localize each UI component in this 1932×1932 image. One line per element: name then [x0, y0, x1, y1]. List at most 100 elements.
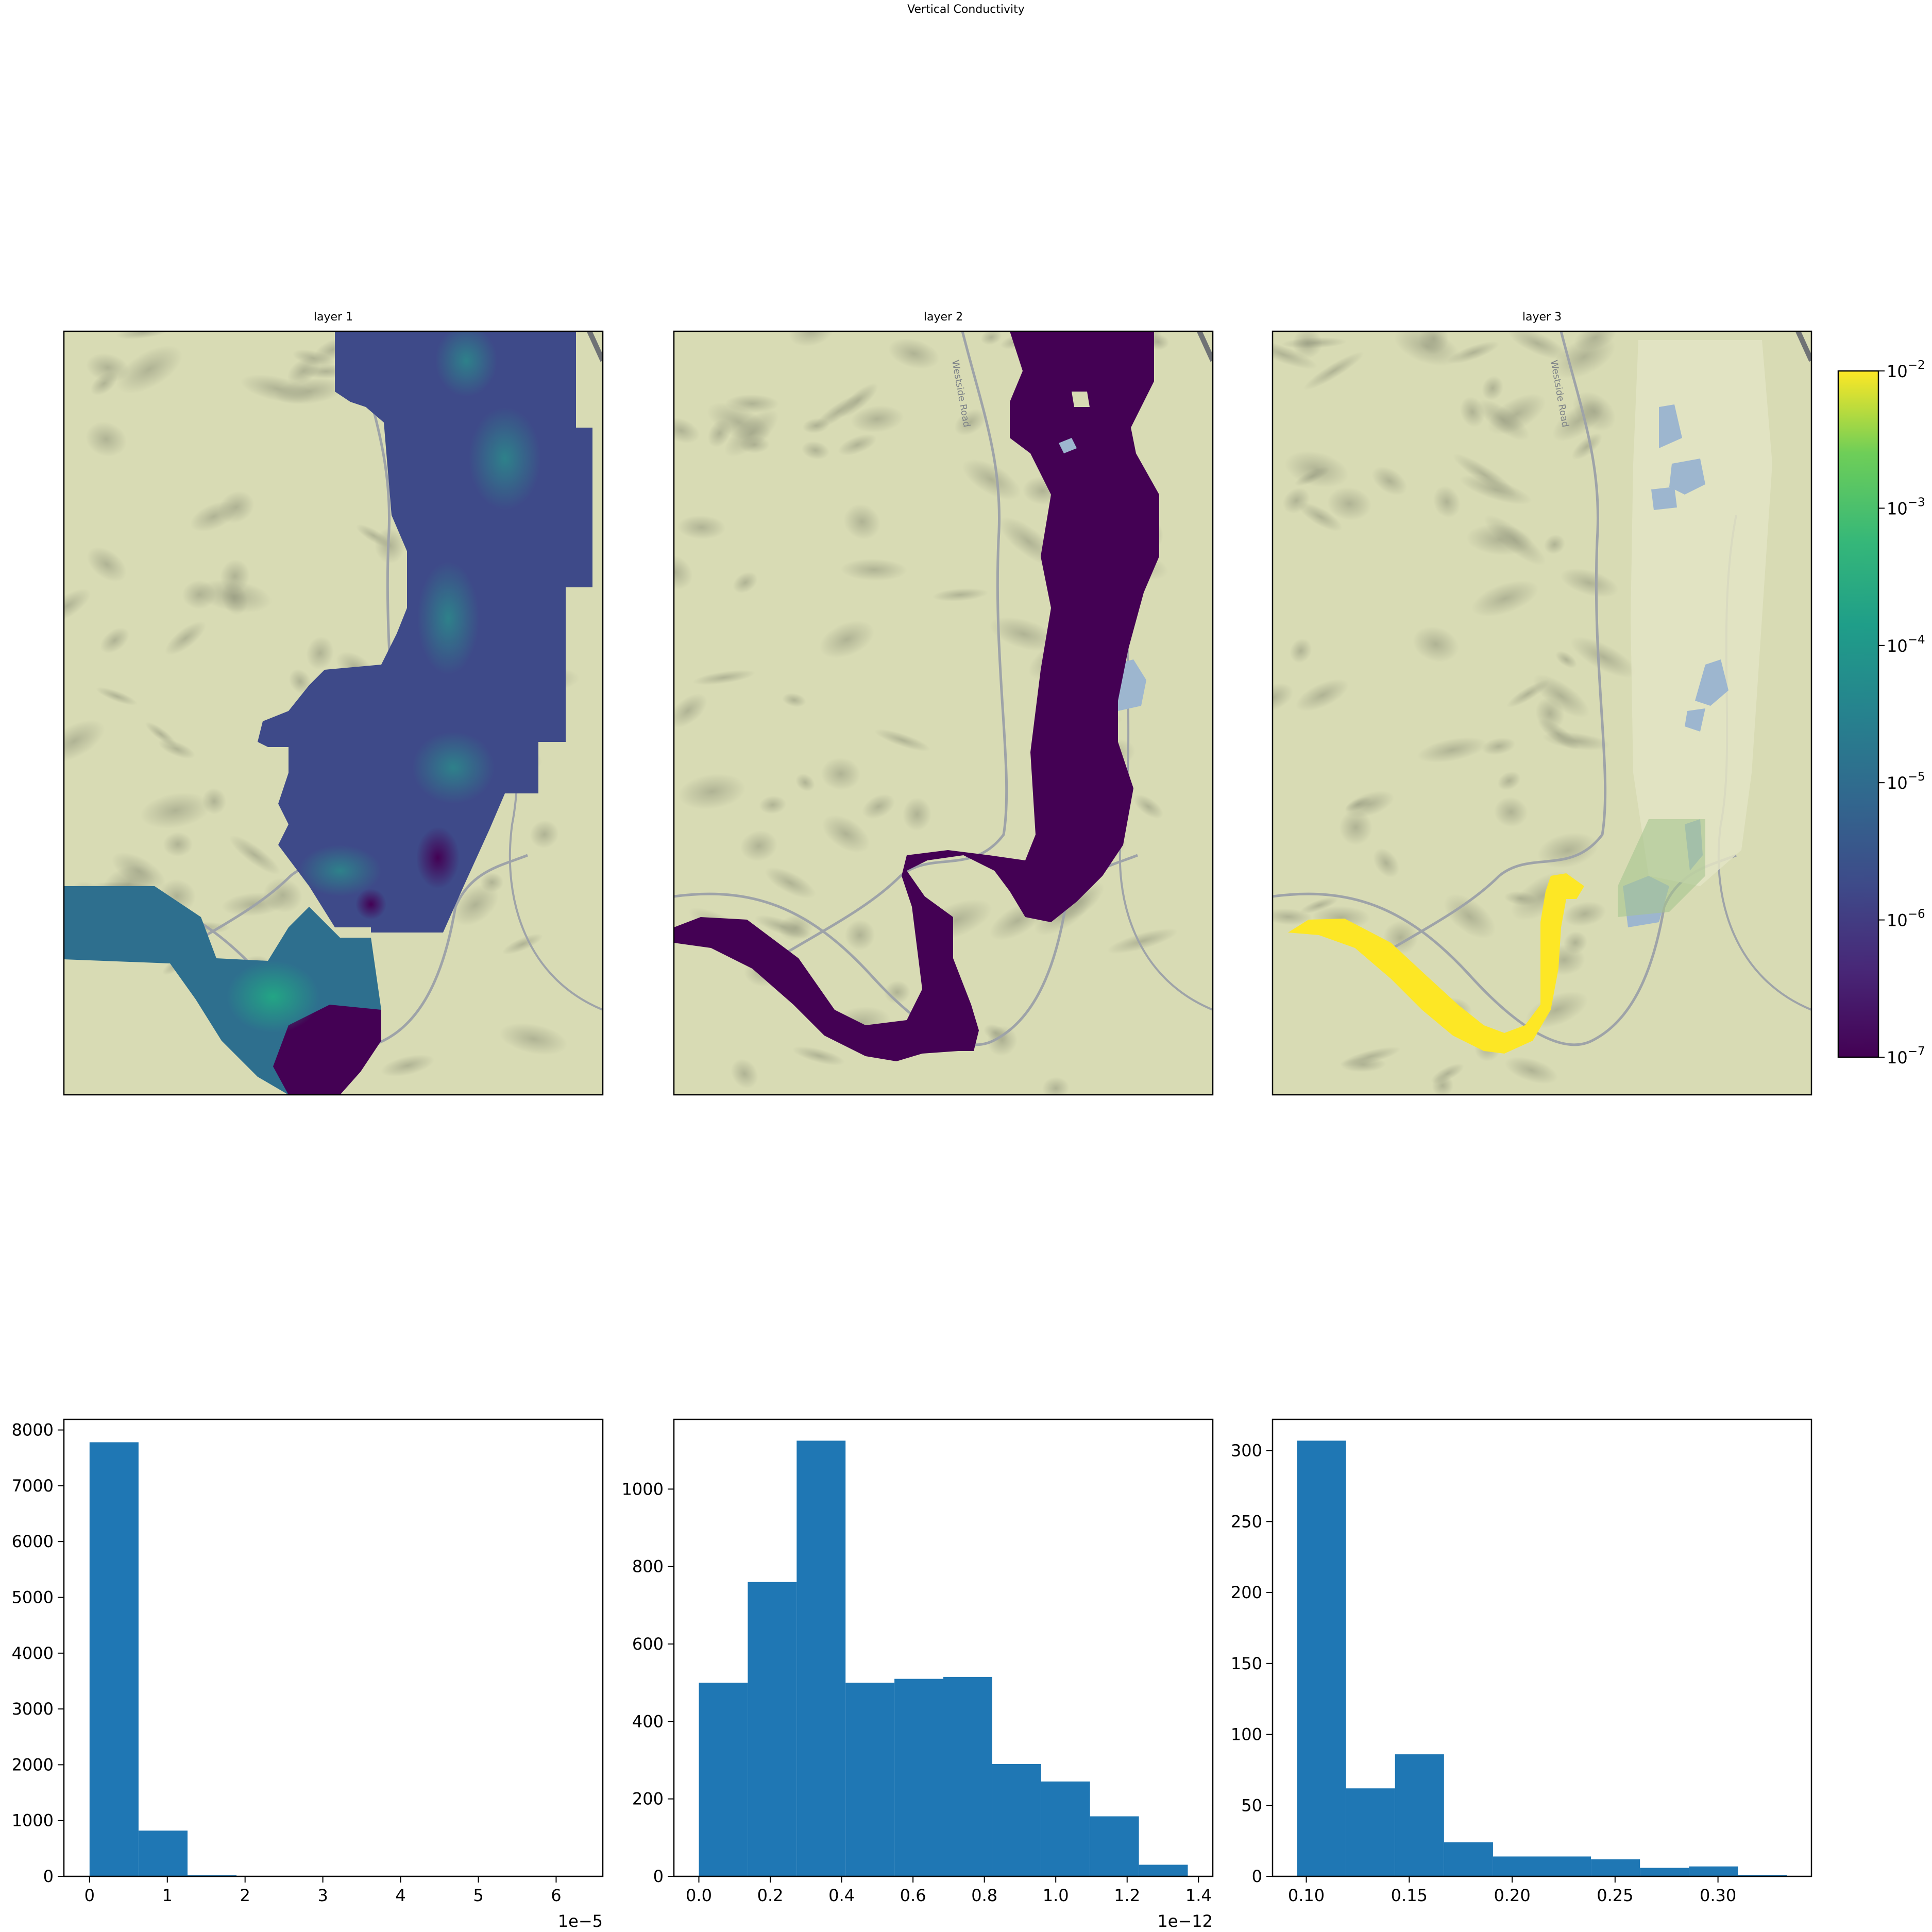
map-layer-3: Westside Road: [1273, 331, 1811, 1095]
hillshade-ridge: [1482, 737, 1516, 755]
hillshade-ridge: [795, 773, 815, 792]
hillshade-ridge: [1300, 896, 1338, 914]
hillshade-ridge: [731, 1059, 758, 1089]
hillshade-ridge: [1341, 1057, 1386, 1073]
hillshade-ridge: [1413, 626, 1459, 663]
histogram-bar: [1689, 1866, 1738, 1876]
hillshade-ridge: [530, 820, 559, 849]
hillshade-ridge: [1507, 331, 1568, 360]
hillshade-ridge: [1417, 737, 1487, 763]
hillshade-ridge: [792, 1046, 845, 1065]
road: [776, 331, 1008, 960]
colorbar-frame: [1837, 370, 1879, 1058]
hillshade-ridge: [1433, 486, 1461, 518]
colorbar-tick-label: 10−2: [1887, 359, 1925, 381]
histogram-bar: [1738, 1875, 1787, 1876]
histogram-bar: [1395, 1754, 1444, 1876]
hillshade-ridge: [888, 338, 940, 369]
hillshade-ridge: [954, 409, 987, 436]
hillshade-ridge: [962, 459, 1021, 500]
hillshade-ridge: [1460, 396, 1485, 428]
wetland-layer-3: [1618, 819, 1705, 917]
hillshade-ridge: [1042, 1077, 1070, 1095]
hillshade-ridge: [1444, 894, 1496, 939]
hillshade-ridge: [1466, 524, 1533, 556]
axes-frame: [673, 1418, 1214, 1877]
y-tick-label: 1000: [622, 1479, 664, 1499]
hillshade-ridge: [1555, 651, 1577, 668]
hillshade-ridge: [64, 720, 105, 763]
histogram-bar: [992, 1764, 1041, 1876]
x-offset-text: 1e−5: [558, 1911, 603, 1931]
y-tick-label: 600: [632, 1634, 664, 1654]
histogram-layer-1: 0 1 2 3 4 5 6 0 1000 2000 3000 4000 5000 6000 7000 8000…: [12, 1418, 604, 1931]
hillshade-ridge: [1292, 331, 1323, 359]
histogram-bar: [699, 1683, 748, 1876]
hillshade-ridge: [86, 353, 130, 382]
hillshade-ridge: [932, 588, 989, 602]
hillshade-ridge: [1506, 680, 1550, 708]
x-tick-label: 0.2: [757, 1886, 784, 1905]
island-layer-2: [1072, 392, 1090, 407]
hillshade-ridge: [1418, 331, 1449, 354]
x-offset-text: 1e−12: [1157, 1911, 1213, 1931]
y-tick-label: 0: [1252, 1867, 1262, 1886]
conductivity-overlay-layer-3: [1288, 873, 1584, 1054]
histogram-bar: [1591, 1859, 1640, 1876]
hillshade-ridge: [1447, 341, 1500, 364]
hillshade-ridge: [674, 417, 700, 444]
x-tick-label: 3: [317, 1886, 328, 1905]
axes-frame: [1272, 1418, 1812, 1877]
hillshade-ridge: [980, 331, 1002, 345]
hillshade-ridge: [1504, 1057, 1558, 1084]
histogram-bar: [89, 1442, 139, 1876]
y-tick-label: 200: [632, 1789, 664, 1809]
hillshade-ridge: [674, 555, 693, 590]
histogram-bar: [894, 1679, 943, 1876]
hillshade-ridge: [502, 934, 544, 955]
valley-flat-layer-3: [1631, 340, 1772, 886]
colorbar-gradient: [1838, 371, 1878, 1057]
hillshade-ridge: [1345, 796, 1372, 812]
hillshade-ridge: [1327, 487, 1372, 521]
hillshade-ridge: [840, 558, 908, 581]
hillshade-ridge: [197, 579, 273, 613]
hillshade-ridge: [692, 670, 756, 685]
histogram-layer-3: 0.10 0.15 0.20 0.25 0.30 0 50 100 150 200 250 300: [1231, 1418, 1812, 1905]
hillshade-ridge: [874, 729, 931, 752]
conductivity-overlay-layer-1-south: [273, 1005, 381, 1095]
hillshade-ridge: [862, 794, 895, 819]
hillshade-ridge: [1459, 474, 1532, 505]
axes-frame: [63, 1418, 604, 1877]
hillshade-ridge: [1574, 331, 1617, 351]
hillshade-ridge: [819, 620, 874, 658]
y-tick-label: 8000: [12, 1420, 54, 1440]
hillshade-ridge: [96, 687, 138, 706]
conductivity-overlay-layer-2: [674, 331, 1159, 1061]
map-frame-layer-1: [63, 330, 604, 1096]
histogram-bar: [1041, 1781, 1090, 1876]
map-title-layer-2: layer 2: [924, 311, 963, 324]
colorbar: 10−7 10−6 10−5 10−4 10−3 10−2: [1837, 359, 1925, 1067]
map-layer-1: [64, 331, 603, 1095]
hillshade-ridge: [802, 418, 830, 434]
x-tick-label: 0.4: [828, 1886, 855, 1905]
hillshade-ridge: [1107, 928, 1178, 954]
histogram-bar: [1640, 1868, 1689, 1876]
hillshade-ridge: [145, 722, 177, 747]
hillshade-ridge: [1284, 451, 1349, 488]
hillshade-ridge: [1494, 796, 1528, 827]
hillshade-ridge: [1295, 679, 1349, 711]
y-tick-label: 400: [632, 1711, 664, 1731]
hillshade-ridge: [499, 1023, 568, 1055]
y-tick-label: 2000: [12, 1755, 54, 1774]
y-tick-label: 100: [1231, 1725, 1262, 1744]
x-tick-label: 4: [395, 1886, 405, 1905]
histogram-bar: [1346, 1788, 1395, 1876]
hillshade-layer-3: [1273, 331, 1637, 1095]
hillshade-ridge: [190, 501, 238, 532]
y-tick-label: 6000: [12, 1532, 54, 1551]
histogram-bar: [1493, 1856, 1542, 1876]
hillshade-ridge: [86, 421, 127, 457]
hillshade-ridge: [844, 920, 875, 951]
